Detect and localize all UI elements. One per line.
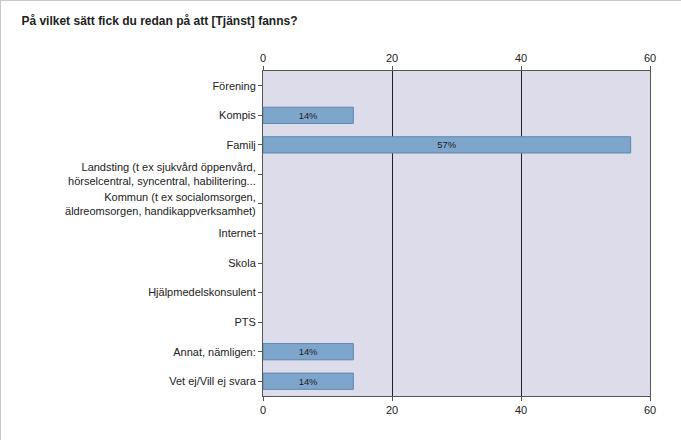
svg-text:Annat, nämligen:: Annat, nämligen:	[173, 346, 256, 358]
svg-text:Hjälpmedelskonsulent: Hjälpmedelskonsulent	[148, 286, 256, 298]
svg-text:PTS: PTS	[234, 316, 255, 328]
svg-text:20: 20	[386, 52, 398, 64]
svg-text:Förening: Förening	[212, 80, 255, 92]
svg-text:På vilket sätt fick du redan p: På vilket sätt fick du redan på att [Tjä…	[21, 14, 297, 28]
svg-text:0: 0	[260, 404, 266, 416]
svg-text:Landsting (t ex sjukvård öppen: Landsting (t ex sjukvård öppenvård,hörse…	[68, 161, 256, 187]
svg-text:Familj: Familj	[226, 139, 255, 151]
svg-text:14%: 14%	[299, 376, 318, 387]
svg-text:60: 60	[644, 52, 656, 64]
svg-text:40: 40	[515, 404, 527, 416]
svg-text:Vet ej/Vill ej svara: Vet ej/Vill ej svara	[169, 375, 257, 387]
svg-text:Kompis: Kompis	[219, 109, 256, 121]
svg-text:14%: 14%	[299, 110, 318, 121]
svg-text:14%: 14%	[299, 346, 318, 357]
svg-text:Internet: Internet	[218, 227, 255, 239]
svg-text:0: 0	[260, 52, 266, 64]
svg-text:Skola: Skola	[228, 257, 256, 269]
svg-text:60: 60	[644, 404, 656, 416]
svg-text:Kommun (t ex socialomsorgen,äl: Kommun (t ex socialomsorgen,äldreomsorge…	[65, 191, 256, 217]
svg-text:20: 20	[386, 404, 398, 416]
svg-text:57%: 57%	[437, 139, 456, 150]
svg-text:40: 40	[515, 52, 527, 64]
